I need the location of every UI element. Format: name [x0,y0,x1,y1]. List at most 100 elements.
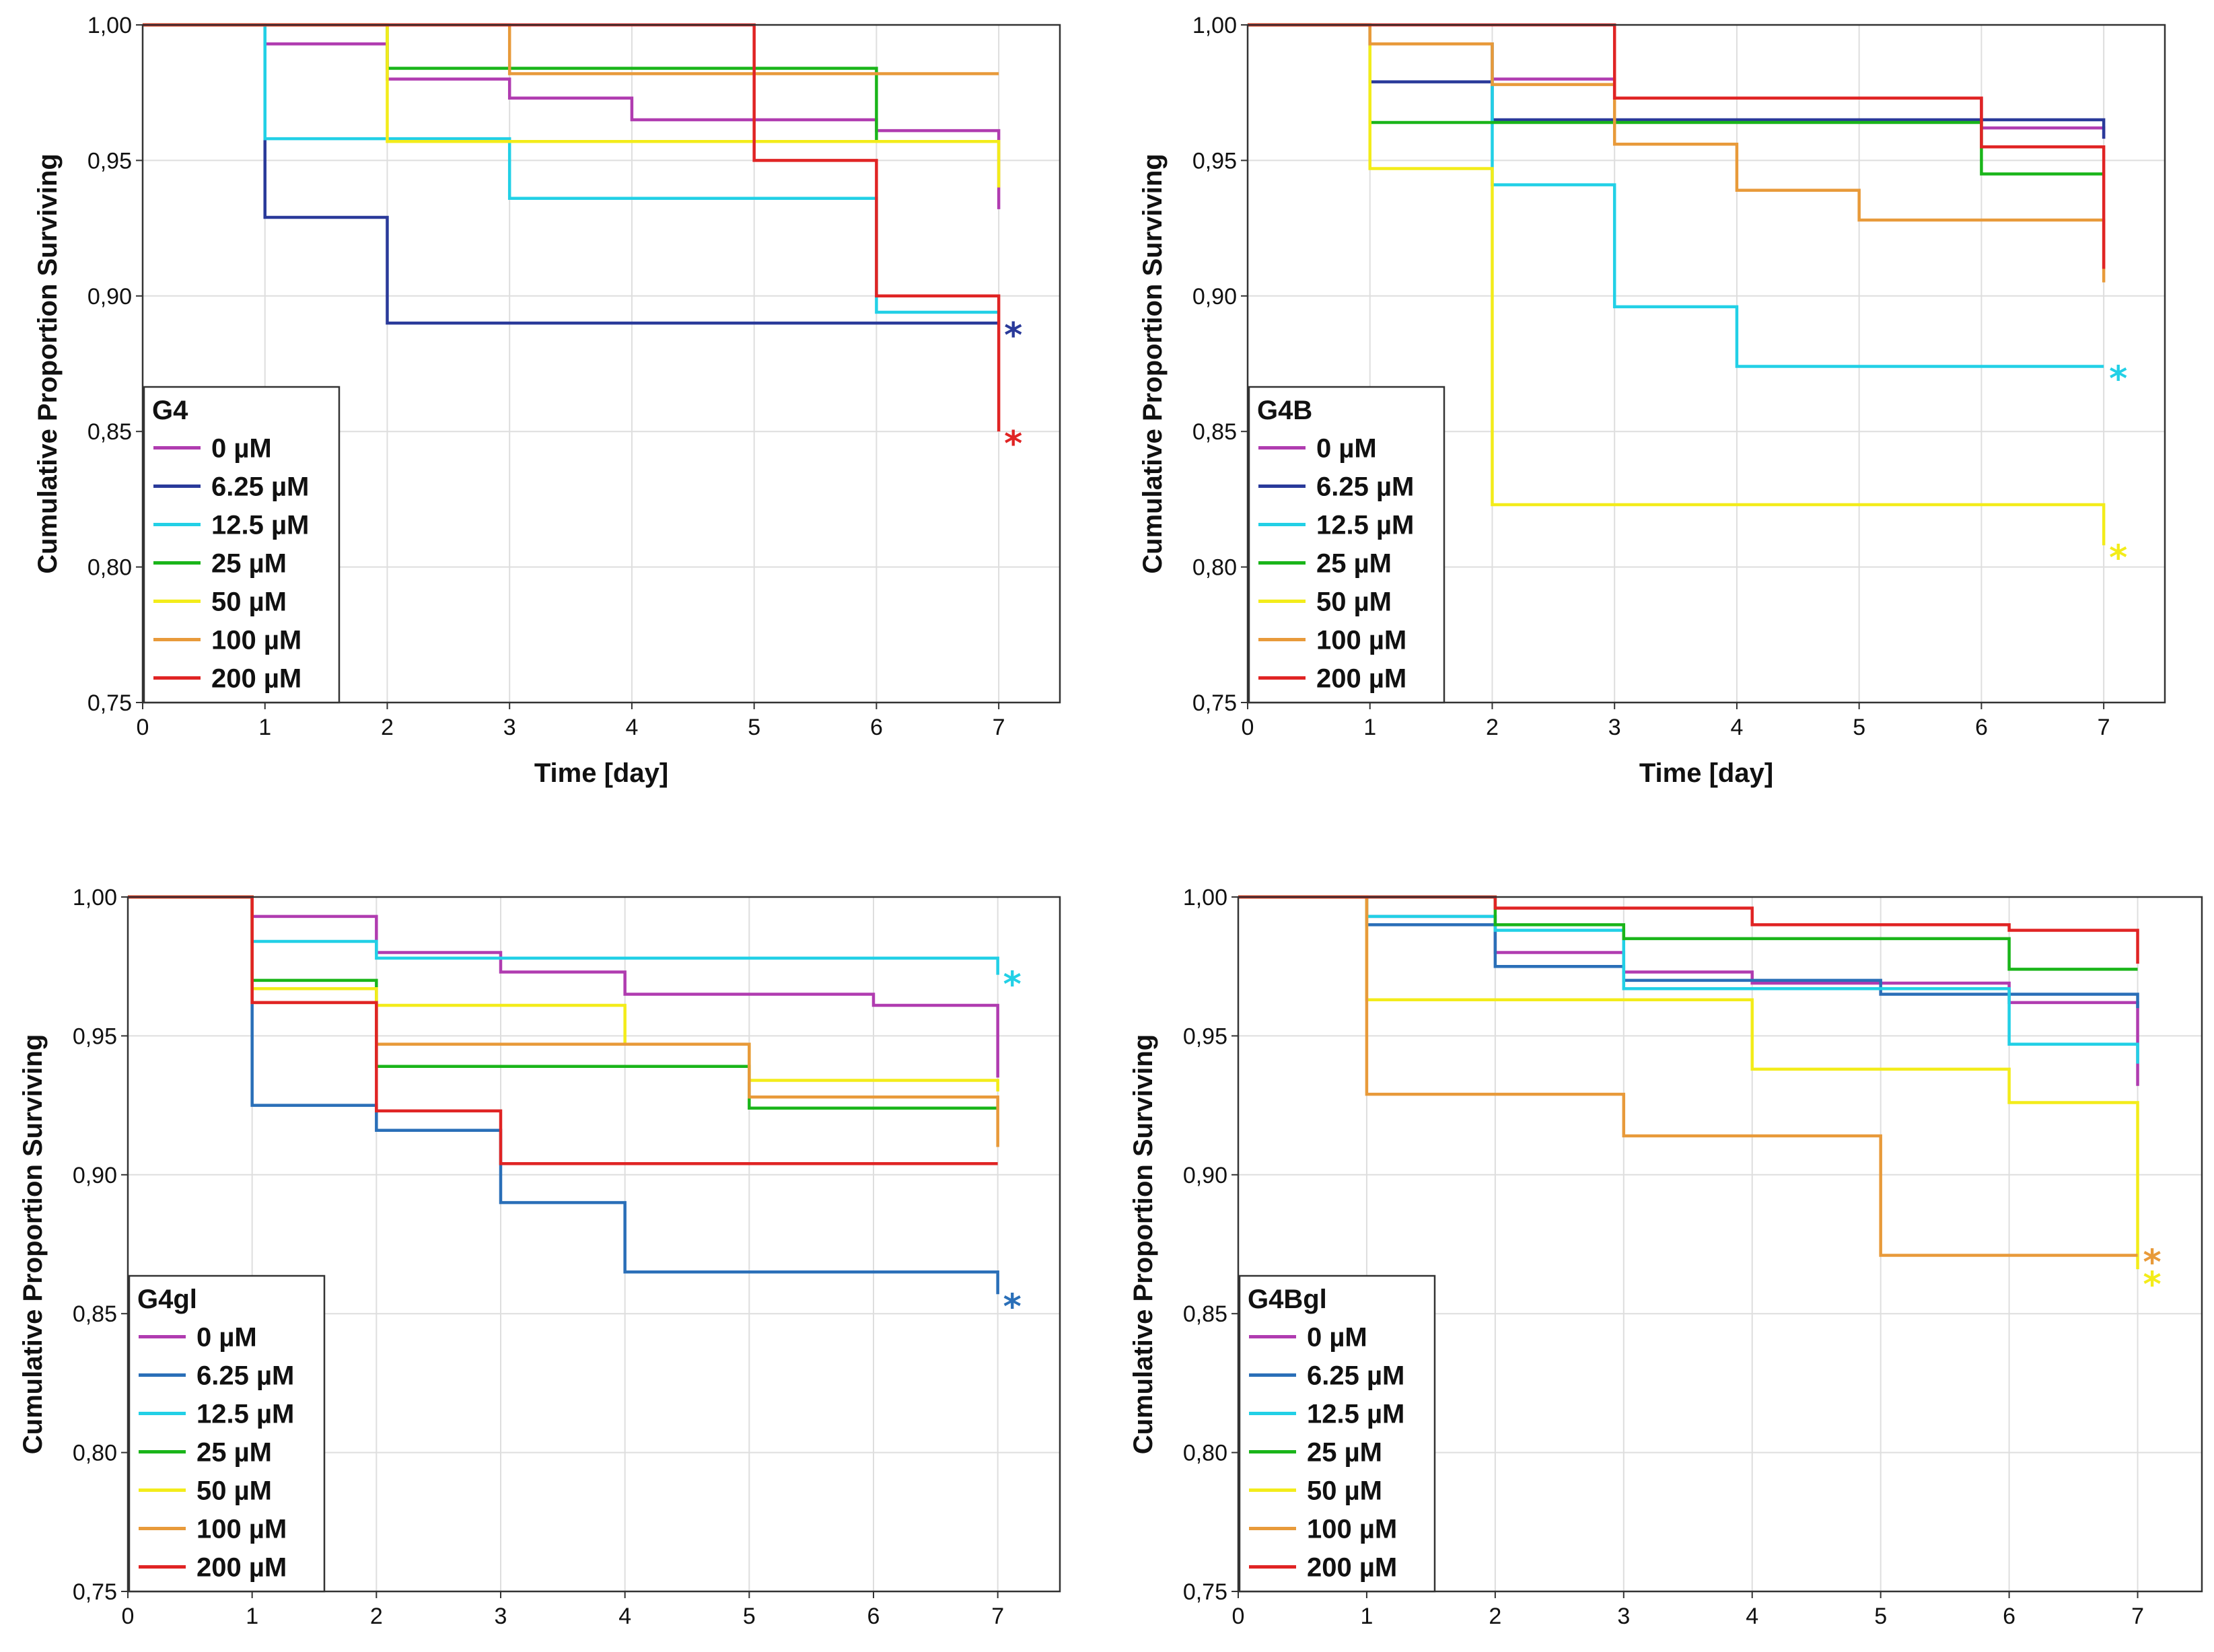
legend-label: 200 µM [211,664,301,694]
plot-frame [1246,24,2166,704]
y-tick-label: 0,95 [73,1023,117,1049]
legend-label: 0 µM [211,434,272,464]
y-tick-label: 0,90 [1192,284,1237,310]
x-tick-label: 6 [2003,1604,2015,1629]
x-tick-label: 1 [258,715,271,740]
legend-title: G4B [1257,396,1312,425]
x-tick-label: 5 [1874,1604,1887,1629]
legend-label: 50 µM [1307,1476,1382,1506]
legend-label: 6.25 µM [197,1361,294,1391]
y-tick-label: 0,85 [1183,1301,1227,1327]
x-tick-label: 4 [1730,715,1743,740]
y-tick-label: 1,00 [1192,13,1237,38]
legend-label: 25 µM [211,549,287,579]
x-tick-label: 2 [381,715,394,740]
significance-marker: * [1003,1287,1022,1327]
plot-frame [127,896,1061,1593]
legend-box [1238,1274,1436,1593]
y-tick-label: 0,80 [1183,1441,1227,1466]
x-tick-label: 6 [870,715,883,740]
y-axis-title: Cumulative Proportion Surviving [1138,153,1168,574]
legend-label: 12.5 µM [211,511,309,540]
legend-box [128,1274,326,1593]
y-tick-label: 0,90 [87,284,132,310]
legend-label: 50 µM [211,587,287,617]
x-tick-label: 5 [743,1604,756,1629]
legend-box [1248,386,1445,704]
y-tick-label: 1,00 [87,13,132,38]
significance-marker: * [2143,1264,2162,1305]
x-tick-label: 1 [1360,1604,1373,1629]
legend-label: 200 µM [1307,1553,1397,1583]
legend-label: 200 µM [197,1553,287,1583]
legend-label: 12.5 µM [197,1400,294,1429]
x-tick-label: 3 [503,715,516,740]
significance-marker: * [1004,424,1022,464]
legend-label: 0 µM [1307,1323,1367,1353]
x-tick-label: 0 [137,715,149,740]
y-tick-label: 0,75 [87,690,132,716]
y-tick-label: 1,00 [1183,885,1227,910]
legend-label: 100 µM [211,626,301,655]
y-tick-label: 0,95 [1183,1023,1227,1049]
series-line-6 [128,895,998,1165]
legend-label: 12.5 µM [1307,1400,1404,1429]
legend-box [143,386,341,704]
legend: G4 0 µM 6.25 µM 12.5 µM 25 µM 50 µM 100 µM 200 … [143,386,341,704]
chart-panel-3: 0,75 0,80 0,85 0,90 0,95 1,00 0 1 2 3 4 5 6 7 Cumulati… [1129,885,2203,1629]
x-tick-label: 7 [2131,1604,2144,1629]
x-axis-title: Time [day] [1639,758,1773,788]
series-line-5 [1248,23,2106,283]
legend-label: 0 µM [197,1323,257,1353]
x-tick-label: 6 [1975,715,1988,740]
y-axis-title: Cumulative Proportion Surviving [18,1034,48,1455]
legend-label: 200 µM [1316,664,1406,694]
x-tick-label: 5 [1853,715,1865,740]
x-tick-label: 3 [1617,1604,1630,1629]
x-tick-label: 7 [2098,715,2110,740]
legend-label: 6.25 µM [211,472,309,502]
y-tick-label: 0,85 [73,1301,117,1327]
significance-marker: * [1003,965,1022,1005]
plot-frame [1237,896,2203,1593]
y-axis-title: Cumulative Proportion Surviving [1129,1034,1158,1455]
y-tick-label: 0,80 [1192,555,1237,581]
x-tick-label: 6 [867,1604,880,1629]
significance-marker: * [2143,1242,2162,1283]
significance-marker: * [2109,359,2127,400]
y-tick-label: 0,95 [1192,148,1237,174]
series-line-6 [1238,895,2139,964]
legend-label: 0 µM [1316,434,1377,464]
y-tick-label: 0,80 [87,555,132,581]
x-axis-title: Time [day] [534,758,668,788]
chart-panel-2: 0,75 0,80 0,85 0,90 0,95 1,00 0 1 2 3 4 5 6 7 Cumulati… [18,885,1061,1629]
plot-frame [141,24,1061,704]
legend-label: 6.25 µM [1316,472,1414,502]
x-tick-label: 1 [246,1604,258,1629]
x-tick-label: 3 [495,1604,507,1629]
legend-label: 100 µM [1316,626,1406,655]
x-tick-label: 3 [1608,715,1621,740]
legend-title: G4gl [137,1285,197,1314]
y-tick-label: 1,00 [73,885,117,910]
x-tick-label: 0 [122,1604,135,1629]
y-tick-label: 0,85 [1192,419,1237,445]
x-tick-label: 7 [993,715,1005,740]
chart-panel-1: 0,75 0,80 0,85 0,90 0,95 1,00 0 1 2 3 4 5 6 7 Cumulati… [1138,13,2166,788]
y-tick-label: 0,85 [87,419,132,445]
y-tick-label: 0,90 [1183,1163,1227,1188]
x-tick-label: 0 [1232,1604,1245,1629]
legend-label: 25 µM [197,1438,272,1468]
x-tick-label: 2 [1486,715,1499,740]
y-axis-title: Cumulative Proportion Surviving [33,153,63,574]
x-tick-label: 2 [370,1604,383,1629]
legend-title: G4Bgl [1248,1285,1327,1314]
legend-title: G4 [152,396,188,425]
x-tick-label: 0 [1242,715,1254,740]
x-tick-label: 4 [618,1604,631,1629]
x-tick-label: 2 [1489,1604,1501,1629]
y-tick-label: 0,95 [87,148,132,174]
x-tick-label: 5 [748,715,760,740]
